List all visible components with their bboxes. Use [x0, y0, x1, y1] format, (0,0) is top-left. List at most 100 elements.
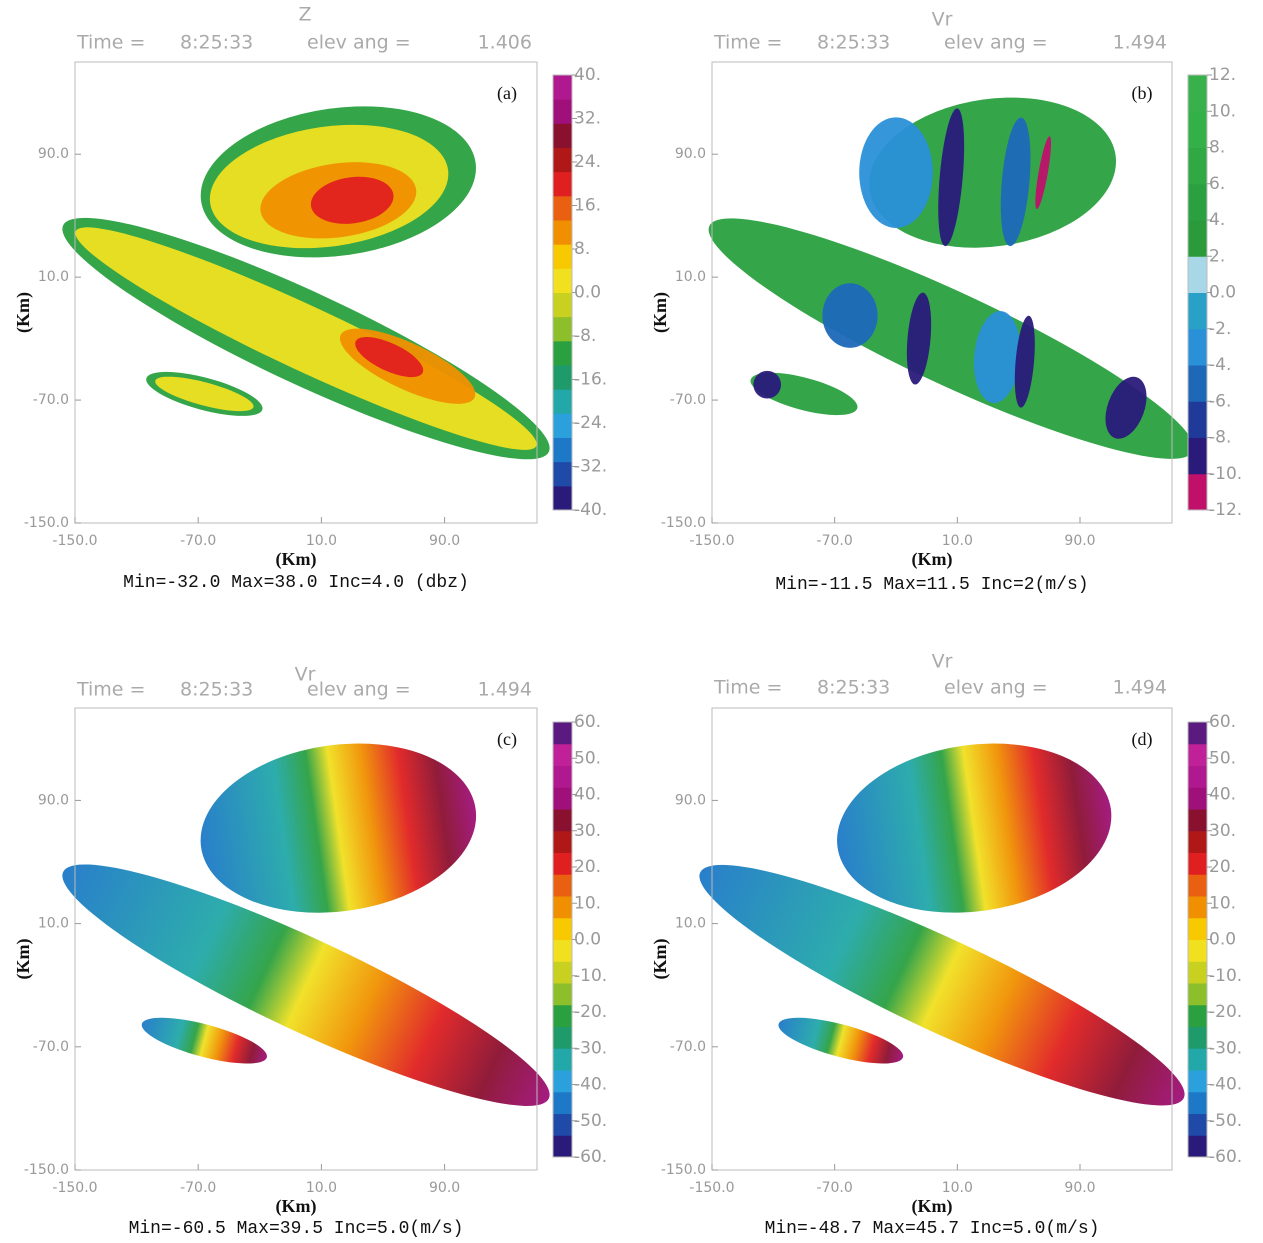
- colorbar-segment: [553, 195, 572, 221]
- colorbar-tick-label: 50.: [1209, 748, 1236, 768]
- colorbar-segment: [1188, 401, 1207, 438]
- colorbar-tick-label: -24.: [574, 413, 607, 433]
- colorbar-segment: [553, 787, 572, 810]
- colorbar-segment: [1188, 809, 1207, 832]
- caption: Min=-48.7 Max=45.7 Inc=5.0(m/s): [765, 1219, 1100, 1239]
- y-tick-label: -70.0: [33, 1039, 69, 1055]
- y-tick-label: -70.0: [33, 392, 69, 408]
- colorbar-tick-label: -20.: [574, 1002, 607, 1022]
- plot-frame: [74, 61, 538, 524]
- colorbar-tick-label: 60.: [1209, 712, 1236, 732]
- colorbar-tick-label: -10.: [1209, 464, 1242, 484]
- colorbar-tick-label: -4.: [1209, 355, 1231, 375]
- colorbar-tick-label: -8.: [574, 326, 596, 346]
- time-label: Time =: [76, 679, 145, 701]
- elev-label: elev ang =: [944, 32, 1048, 54]
- colorbar-segment: [553, 1091, 572, 1114]
- time-label: Time =: [713, 32, 782, 54]
- colorbar-tick-label: 24.: [574, 152, 601, 172]
- echo-region: [1105, 376, 1147, 439]
- caption: Min=-32.0 Max=38.0 Inc=4.0 (dbz): [123, 573, 469, 593]
- colorbar-tick-label: 12.: [1209, 65, 1236, 85]
- y-tick-label: 10.0: [675, 269, 706, 285]
- time-label: Time =: [76, 32, 145, 54]
- echo-region: [699, 864, 1185, 1106]
- y-axis-label: (Km): [650, 292, 671, 333]
- x-tick-label: -70.0: [180, 1180, 216, 1196]
- colorbar-tick-label: 40.: [1209, 785, 1236, 805]
- time: 8:25:33: [817, 32, 890, 54]
- colorbar-segment: [553, 722, 572, 745]
- colorbar-segment: [1188, 365, 1207, 402]
- colorbar-tick-label: -50.: [1209, 1111, 1242, 1131]
- panel-title: Vr: [932, 9, 953, 31]
- colorbar-tick-label: 40.: [574, 65, 601, 85]
- colorbar-tick-label: 10.: [574, 893, 601, 913]
- x-tick-label: 90.0: [429, 1180, 460, 1196]
- echo-region: [708, 218, 1194, 459]
- colorbar-segment: [1188, 939, 1207, 962]
- elev-label: elev ang =: [307, 32, 411, 54]
- colorbar-segment: [1188, 1091, 1207, 1114]
- colorbar-tick-label: 6.: [1209, 174, 1225, 194]
- colorbar-segment: [1188, 256, 1207, 293]
- time: 8:25:33: [180, 679, 253, 701]
- echo-region: [141, 1017, 267, 1064]
- echo-region: [753, 370, 781, 399]
- colorbar-segment: [553, 340, 572, 366]
- colorbar-segment: [553, 1026, 572, 1049]
- elev-label: elev ang =: [307, 679, 411, 701]
- echo-region: [1014, 315, 1035, 408]
- colorbar-segment: [1188, 292, 1207, 330]
- colorbar-segment: [1188, 1026, 1207, 1049]
- y-axis-label: (Km): [13, 939, 34, 980]
- colorbar-tick-label: 40.: [574, 785, 601, 805]
- colorbar-segment: [1188, 917, 1207, 940]
- colorbar-tick-label: -30.: [1209, 1038, 1242, 1058]
- y-tick-label: 90.0: [675, 792, 706, 808]
- colorbar-segment: [553, 316, 572, 342]
- colorbar-tick-label: 50.: [574, 748, 601, 768]
- colorbar-segment: [1188, 1113, 1207, 1136]
- echo-region: [869, 97, 1117, 248]
- y-axis-label: (Km): [13, 292, 34, 333]
- x-tick-label: -150.0: [52, 1180, 97, 1196]
- colorbar-segment: [553, 389, 572, 414]
- colorbar-tick-label: -60.: [1209, 1147, 1242, 1167]
- time: 8:25:33: [180, 32, 253, 54]
- colorbar-tick-label: -20.: [1209, 1002, 1242, 1022]
- colorbar-tick-label: -30.: [574, 1038, 607, 1058]
- x-tick-label: 90.0: [1064, 533, 1095, 549]
- y-tick-label: 10.0: [38, 916, 69, 932]
- colorbar-segment: [553, 1004, 572, 1027]
- caption: Min=-11.5 Max=11.5 Inc=2(m/s): [775, 575, 1088, 595]
- echo-region: [62, 864, 550, 1106]
- colorbar-tick-label: -10.: [1209, 966, 1242, 986]
- echo-region: [200, 743, 477, 913]
- colorbar-segment: [553, 917, 572, 940]
- y-tick-label: 10.0: [675, 916, 706, 932]
- x-tick-label: -70.0: [817, 1180, 853, 1196]
- colorbar-segment: [553, 268, 572, 293]
- y-tick-label: 90.0: [38, 146, 69, 162]
- colorbar-segment: [1188, 437, 1207, 475]
- colorbar-segment: [1188, 830, 1207, 853]
- colorbar-tick-label: -40.: [574, 500, 607, 520]
- colorbar-tick-label: 16.: [574, 196, 601, 216]
- colorbar-segment: [553, 1135, 572, 1158]
- colorbar-tick-label: 30.: [574, 821, 601, 841]
- colorbar-tick-label: 60.: [574, 712, 601, 732]
- colorbar-segment: [553, 292, 572, 318]
- echo-region: [1035, 136, 1052, 209]
- y-tick-label: -150.0: [24, 515, 69, 531]
- colorbar-segment: [1188, 983, 1207, 1006]
- echo-region: [1000, 117, 1031, 247]
- colorbar-tick-label: -16.: [574, 370, 607, 390]
- echo-region: [938, 108, 965, 247]
- echo-region: [973, 311, 1021, 404]
- elev: 1.494: [478, 679, 532, 701]
- x-axis-label: (Km): [276, 549, 317, 570]
- colorbar-tick-label: -60.: [574, 1147, 607, 1167]
- colorbar-segment: [553, 961, 572, 984]
